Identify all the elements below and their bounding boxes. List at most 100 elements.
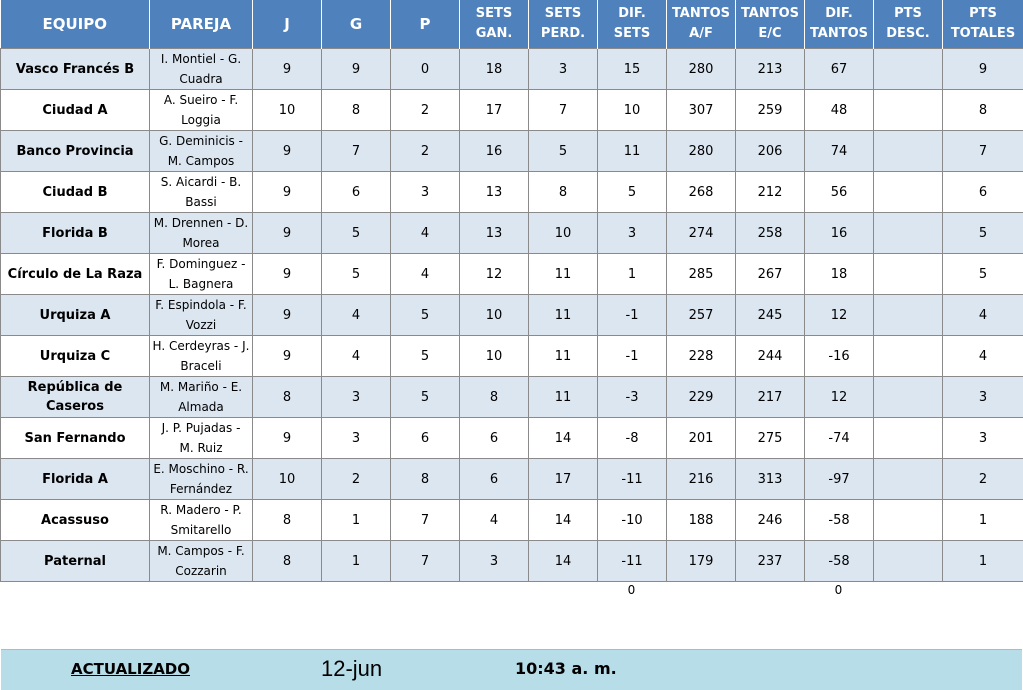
- pair-line-2: Cozzarin: [175, 564, 227, 578]
- header-pts-desc-line2: DESC.: [886, 26, 930, 41]
- pair-line-1: F. Dominguez -: [156, 257, 246, 271]
- lost-cell: 2: [390, 89, 460, 131]
- points-against-cell: 213: [735, 48, 805, 90]
- points-against-cell: 237: [735, 540, 805, 582]
- sets-diff-cell: 10: [597, 89, 667, 131]
- points-for-cell: 274: [666, 212, 736, 254]
- sets-won-cell: 10: [459, 294, 529, 336]
- won-cell: 1: [321, 540, 391, 582]
- updated-label: ACTUALIZADO: [71, 660, 191, 678]
- table-row: Ciudad B S. Aicardi - B. Bassi 9 6 3 13 8 5 268 21…: [0, 171, 1023, 213]
- header-equipo: EQUIPO: [0, 0, 150, 49]
- lost-cell: 7: [390, 540, 460, 582]
- header-tantos-ec-line1: TANTOS: [740, 6, 800, 21]
- points-diff-cell: 74: [804, 130, 874, 172]
- total-points-cell: 6: [942, 171, 1023, 213]
- sets-lost-cell: 3: [528, 48, 598, 90]
- points-against-cell: 267: [735, 253, 805, 295]
- played-cell: 9: [252, 417, 322, 459]
- points-diff-cell: 56: [804, 171, 874, 213]
- team-cell: Urquiza C: [0, 335, 150, 377]
- table-row: Florida B M. Drennen - D. Morea 9 5 4 13 10 3 274…: [0, 212, 1023, 254]
- pair-line-1: M. Drennen - D.: [153, 216, 249, 230]
- won-cell: 3: [321, 376, 391, 418]
- lost-cell: 6: [390, 417, 460, 459]
- table-row: Urquiza C H. Cerdeyras - J. Braceli 9 4 5 10 11…: [0, 335, 1023, 377]
- team-cell: Círculo de La Raza: [0, 253, 150, 295]
- points-deducted-cell: [873, 499, 943, 541]
- won-cell: 9: [321, 48, 391, 90]
- header-tantos-ec-line2: E/C: [758, 26, 782, 41]
- played-cell: 10: [252, 458, 322, 500]
- points-deducted-cell: [873, 540, 943, 582]
- pair-line-2: Bassi: [185, 195, 217, 209]
- played-cell: 9: [252, 130, 322, 172]
- sets-won-cell: 12: [459, 253, 529, 295]
- header-sets-gan-line1: SETS: [475, 6, 513, 21]
- header-pts-totales-line1: PTS: [969, 6, 997, 21]
- points-deducted-cell: [873, 89, 943, 131]
- pair-cell: H. Cerdeyras - J. Braceli: [149, 335, 253, 377]
- lost-cell: 0: [390, 48, 460, 90]
- lost-cell: 5: [390, 376, 460, 418]
- pair-line-1: R. Madero - P.: [160, 503, 242, 517]
- updated-time: 10:43 a. m.: [515, 659, 617, 678]
- sets-won-cell: 13: [459, 171, 529, 213]
- played-cell: 9: [252, 212, 322, 254]
- points-for-cell: 285: [666, 253, 736, 295]
- header-g: G: [321, 0, 391, 49]
- team-cell: Florida B: [0, 212, 150, 254]
- header-pareja: PAREJA: [149, 0, 253, 49]
- lost-cell: 2: [390, 130, 460, 172]
- header-dif-tantos-line2: TANTOS: [809, 26, 869, 41]
- header-sets-perd-line2: PERD.: [540, 26, 586, 41]
- total-points-cell: 3: [942, 376, 1023, 418]
- sets-won-cell: 6: [459, 417, 529, 459]
- total-points-cell: 4: [942, 335, 1023, 377]
- won-cell: 6: [321, 171, 391, 213]
- points-diff-cell: 48: [804, 89, 874, 131]
- sets-diff-cell: -1: [597, 294, 667, 336]
- total-points-cell: 1: [942, 499, 1023, 541]
- pair-line-2: Loggia: [181, 113, 221, 127]
- total-points-cell: 7: [942, 130, 1023, 172]
- header-sets-gan-line2: GAN.: [475, 26, 513, 41]
- played-cell: 9: [252, 48, 322, 90]
- header-dif-tantos: DIF. TANTOS: [804, 0, 874, 49]
- points-deducted-cell: [873, 458, 943, 500]
- header-p: P: [390, 0, 460, 49]
- points-deducted-cell: [873, 212, 943, 254]
- sets-lost-cell: 11: [528, 294, 598, 336]
- pair-line-1: S. Aicardi - B.: [160, 175, 242, 189]
- points-deducted-cell: [873, 253, 943, 295]
- total-points-cell: 9: [942, 48, 1023, 90]
- points-for-cell: 188: [666, 499, 736, 541]
- header-pts-desc-line1: PTS: [894, 6, 922, 21]
- pair-cell: M. Mariño - E. Almada: [149, 376, 253, 418]
- played-cell: 10: [252, 89, 322, 131]
- table-row: Ciudad A A. Sueiro - F. Loggia 10 8 2 17 7 10 307…: [0, 89, 1023, 131]
- won-cell: 1: [321, 499, 391, 541]
- total-points-cell: 5: [942, 212, 1023, 254]
- team-cell: Ciudad A: [0, 89, 150, 131]
- team-cell: Acassuso: [0, 499, 150, 541]
- points-for-cell: 307: [666, 89, 736, 131]
- sets-diff-cell: -10: [597, 499, 667, 541]
- points-against-cell: 258: [735, 212, 805, 254]
- team-cell: Banco Provincia: [0, 130, 150, 172]
- total-points-cell: 4: [942, 294, 1023, 336]
- pair-cell: M. Campos - F. Cozzarin: [149, 540, 253, 582]
- pair-cell: F. Dominguez - L. Bagnera: [149, 253, 253, 295]
- lost-cell: 7: [390, 499, 460, 541]
- points-diff-cell: -74: [804, 417, 874, 459]
- won-cell: 2: [321, 458, 391, 500]
- sets-lost-cell: 11: [528, 253, 598, 295]
- points-against-cell: 275: [735, 417, 805, 459]
- lost-cell: 5: [390, 294, 460, 336]
- sets-won-cell: 6: [459, 458, 529, 500]
- header-dif-tantos-line1: DIF.: [825, 6, 853, 21]
- lost-cell: 4: [390, 212, 460, 254]
- sets-lost-cell: 11: [528, 335, 598, 377]
- sets-diff-cell: 1: [597, 253, 667, 295]
- points-for-cell: 229: [666, 376, 736, 418]
